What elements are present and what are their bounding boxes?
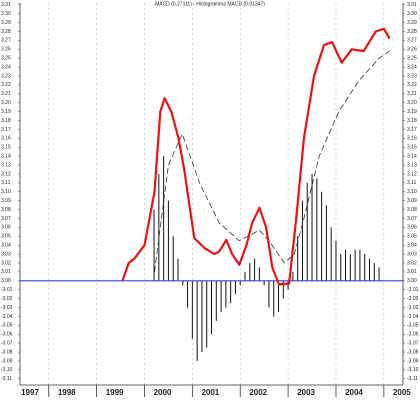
y-tick-label: -3.03 — [407, 305, 419, 311]
y-tick-label: 3.29 — [1, 20, 11, 26]
x-tick-label: 2004 — [345, 388, 363, 397]
y-tick-label: 3.11 — [1, 180, 11, 186]
y-tick-label: 3.06 — [407, 225, 417, 231]
y-tick-label: 3.28 — [1, 29, 11, 35]
y-tick-label: 3.12 — [1, 171, 11, 177]
y-tick-label: 3.06 — [1, 225, 11, 231]
y-tick-label: 3.20 — [407, 100, 417, 106]
y-tick-label: 3.31 — [407, 2, 417, 8]
y-tick-label: -3.08 — [1, 349, 13, 355]
y-tick-label: 3.17 — [407, 127, 417, 133]
y-tick-label: 3.16 — [407, 136, 417, 142]
y-tick-label: 3.05 — [1, 234, 11, 240]
y-tick-label: 3.14 — [1, 153, 11, 159]
y-tick-label: 3.14 — [407, 153, 417, 159]
x-tick-label: 1998 — [58, 388, 76, 397]
y-tick-label: 3.10 — [407, 189, 417, 195]
y-tick-label: 3.00 — [407, 278, 417, 284]
x-tick-label: 2001 — [201, 388, 219, 397]
y-tick-label: -3.02 — [407, 296, 419, 302]
y-tick-label: 3.24 — [1, 64, 11, 70]
y-tick-label: 3.26 — [407, 47, 417, 53]
y-tick-label: 3.07 — [1, 216, 11, 222]
y-tick-label: -3.03 — [1, 305, 13, 311]
y-tick-label: 3.18 — [407, 118, 417, 124]
y-tick-label: 3.24 — [407, 64, 417, 70]
y-tick-label: 3.21 — [1, 91, 11, 97]
y-tick-label: 3.27 — [1, 38, 11, 44]
x-tick-label: 2003 — [297, 388, 315, 397]
y-tick-label: 3.19 — [1, 109, 11, 115]
y-tick-label: -3.02 — [1, 296, 13, 302]
y-tick-label: 3.07 — [407, 216, 417, 222]
y-tick-label: 3.04 — [407, 243, 417, 249]
y-tick-label: 3.26 — [1, 47, 11, 53]
x-tick-label: 1999 — [106, 388, 124, 397]
y-tick-label: 3.25 — [1, 56, 11, 62]
y-tick-label: -3.07 — [1, 340, 13, 346]
y-tick-label: -3.07 — [407, 340, 419, 346]
y-tick-label: 3.17 — [1, 127, 11, 133]
y-tick-label: 3.23 — [407, 73, 417, 79]
y-tick-label: 3.00 — [1, 278, 11, 284]
y-tick-label: 3.22 — [1, 82, 11, 88]
y-tick-label: 3.11 — [407, 180, 417, 186]
y-tick-label: -3.11 — [1, 376, 12, 382]
y-tick-label: 3.08 — [1, 207, 11, 213]
y-tick-label: -3.04 — [407, 314, 419, 320]
y-tick-label: -3.10 — [1, 367, 13, 373]
y-tick-label: 3.27 — [407, 38, 417, 44]
x-tick-label: 1997 — [21, 388, 39, 397]
y-tick-label: 3.31 — [1, 2, 11, 8]
y-tick-label: 3.13 — [407, 162, 417, 168]
y-tick-label: 3.19 — [407, 109, 417, 115]
y-tick-label: -3.10 — [407, 367, 419, 373]
y-tick-label: -3.06 — [407, 332, 419, 338]
y-tick-label: 3.09 — [407, 198, 417, 204]
y-tick-label: 3.20 — [1, 100, 11, 106]
chart-title: MACD (0.27111) - Histogramma MACD (0.013… — [155, 1, 265, 7]
y-tick-label: 3.08 — [407, 207, 417, 213]
x-tick-label: 2005 — [393, 388, 411, 397]
y-tick-label: 3.01 — [1, 269, 11, 275]
y-tick-label: 3.03 — [407, 251, 417, 257]
y-tick-label: 3.13 — [1, 162, 11, 168]
y-tick-label: 3.23 — [1, 73, 11, 79]
y-tick-label: -3.08 — [407, 349, 419, 355]
y-tick-label: -3.04 — [1, 314, 13, 320]
y-tick-label: 3.01 — [407, 269, 417, 275]
y-tick-label: 3.04 — [1, 243, 11, 249]
y-tick-label: 3.09 — [1, 198, 11, 204]
y-tick-label: 3.29 — [407, 20, 417, 26]
y-tick-label: -3.01 — [407, 287, 419, 293]
y-tick-label: 3.05 — [407, 234, 417, 240]
y-tick-label: 3.02 — [1, 260, 11, 266]
y-tick-label: 3.15 — [407, 145, 417, 151]
y-tick-label: -3.01 — [1, 287, 13, 293]
y-tick-label: -3.06 — [1, 332, 13, 338]
y-tick-label: -3.05 — [1, 323, 13, 329]
y-tick-label: 3.12 — [407, 171, 417, 177]
x-tick-label: 2000 — [154, 388, 172, 397]
y-tick-label: 3.18 — [1, 118, 11, 124]
y-tick-label: 3.16 — [1, 136, 11, 142]
y-tick-label: -3.11 — [407, 376, 418, 382]
y-tick-label: 3.22 — [407, 82, 417, 88]
y-tick-label: 3.25 — [407, 56, 417, 62]
y-tick-label: 3.15 — [1, 145, 11, 151]
y-tick-label: 3.30 — [407, 11, 417, 17]
y-tick-label: 3.28 — [407, 29, 417, 35]
y-tick-label: -3.05 — [407, 323, 419, 329]
y-tick-label: 3.10 — [1, 189, 11, 195]
y-tick-label: 3.02 — [407, 260, 417, 266]
y-tick-label: 3.21 — [407, 91, 417, 97]
macd-line — [121, 27, 391, 286]
y-tick-label: -3.09 — [407, 358, 419, 364]
x-tick-label: 2002 — [249, 388, 267, 397]
y-tick-label: 3.03 — [1, 251, 11, 257]
y-tick-label: -3.09 — [1, 358, 13, 364]
y-tick-label: 3.30 — [1, 11, 11, 17]
